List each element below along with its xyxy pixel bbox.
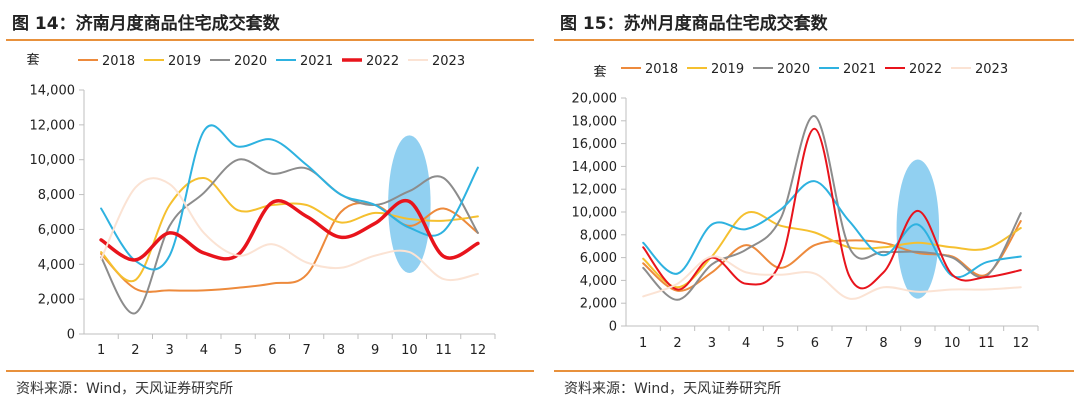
x-tick-label: 2: [131, 343, 139, 358]
figure-title: 图 15：苏州月度商品住宅成交套数: [560, 14, 828, 34]
x-tick-label: 1: [97, 343, 105, 358]
x-tick-label: 6: [268, 343, 276, 358]
x-tick-label: 10: [944, 336, 961, 351]
x-tick-label: 7: [845, 336, 853, 351]
x-tick-label: 1: [639, 336, 647, 351]
legend-label-2023: 2023: [432, 54, 465, 69]
x-tick-label: 9: [371, 343, 379, 358]
highlight-ellipse: [896, 159, 940, 299]
line-chart-jinan: 套 0 2,000 4,000 6,000 8,000 10,000 12,000 14,000…: [26, 52, 496, 358]
x-tick-label: 3: [165, 343, 173, 358]
y-tick-label: 14,000: [572, 160, 618, 175]
legend-label-2019: 2019: [711, 62, 744, 77]
x-tick-label: 12: [1013, 336, 1030, 351]
y-tick-label: 8,000: [580, 228, 617, 243]
chart-panel-suzhou: 图 15：苏州月度商品住宅成交套数 套 0 2,000 4,000 6,000 8,000…: [548, 0, 1080, 406]
x-tick-label: 12: [470, 343, 487, 358]
source-note: 资料来源：Wind，天风证券研究所: [16, 381, 234, 397]
legend: 2018 2019 2020 2021 2022 2023: [78, 54, 465, 69]
x-tick-label: 11: [978, 336, 995, 351]
highlight-ellipse: [388, 135, 431, 273]
source-divider: [6, 370, 534, 372]
legend-label-2023: 2023: [975, 62, 1008, 77]
y-tick-label: 2,000: [580, 297, 617, 312]
title-divider: [554, 39, 1074, 41]
y-tick-label: 18,000: [572, 114, 618, 129]
y-tick-label: 8,000: [38, 188, 75, 203]
x-tick-label: 5: [776, 336, 784, 351]
line-chart-suzhou: 套 0 2,000 4,000 6,000 8,000 10,000 12,000 14,000…: [572, 62, 1039, 351]
x-tick-label: 7: [302, 343, 310, 358]
y-axis-label: 套: [26, 52, 39, 68]
y-tick-label: 12,000: [30, 118, 76, 133]
x-tick-label: 6: [811, 336, 819, 351]
series-line-2023: [100, 177, 479, 281]
legend-label-2020: 2020: [234, 54, 267, 69]
x-tick-label: 5: [234, 343, 242, 358]
figure-title: 图 14：济南月度商品住宅成交套数: [12, 14, 280, 34]
y-tick-label: 14,000: [30, 84, 76, 99]
series-line-2021: [100, 124, 479, 271]
legend-label-2019: 2019: [168, 54, 201, 69]
y-tick-label: 10,000: [30, 153, 76, 168]
series-line-2020: [100, 158, 479, 315]
x-tick-label: 2: [673, 336, 681, 351]
legend-label-2018: 2018: [645, 62, 678, 77]
x-tick-label: 3: [708, 336, 716, 351]
legend-label-2022: 2022: [909, 62, 942, 77]
y-tick-label: 6,000: [580, 251, 617, 266]
x-tick-label: 8: [337, 343, 345, 358]
y-tick-label: 10,000: [572, 206, 618, 221]
series-line-2019: [642, 211, 1022, 289]
source-divider: [554, 370, 1074, 372]
legend-label-2018: 2018: [102, 54, 135, 69]
x-tick-label: 11: [435, 343, 452, 358]
series-line-2022: [642, 127, 1022, 291]
series-line-2020: [642, 115, 1022, 301]
series-line-2023: [642, 255, 1022, 300]
source-note: 资料来源：Wind，天风证券研究所: [564, 381, 782, 397]
y-tick-label: 20,000: [572, 92, 618, 107]
y-tick-label: 0: [609, 320, 617, 335]
x-tick-label: 8: [879, 336, 887, 351]
chart-panel-jinan: 图 14：济南月度商品住宅成交套数 套 0 2,000 4,000 6,000 8,000…: [6, 14, 534, 397]
x-tick-label: 4: [200, 343, 208, 358]
series-line-2018: [100, 202, 479, 293]
legend-label-2021: 2021: [300, 54, 333, 69]
x-tick-label: 9: [914, 336, 922, 351]
y-tick-label: 16,000: [572, 137, 618, 152]
legend: 2018 2019 2020 2021 2022 2023: [621, 62, 1008, 77]
y-tick-label: 12,000: [572, 183, 618, 198]
legend-label-2021: 2021: [843, 62, 876, 77]
y-axis-label: 套: [593, 64, 606, 80]
y-tick-label: 6,000: [38, 223, 75, 238]
y-tick-label: 4,000: [38, 258, 75, 273]
y-tick-label: 4,000: [580, 274, 617, 289]
y-tick-label: 0: [67, 328, 75, 343]
x-tick-label: 10: [401, 343, 418, 358]
y-tick-label: 2,000: [38, 293, 75, 308]
legend-label-2022: 2022: [366, 54, 399, 69]
series-line-2022: [99, 198, 480, 262]
title-divider: [6, 39, 534, 41]
x-tick-label: 4: [742, 336, 750, 351]
legend-label-2020: 2020: [777, 62, 810, 77]
